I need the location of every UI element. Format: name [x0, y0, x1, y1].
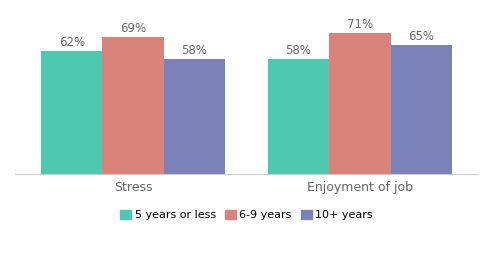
Bar: [103, 37, 164, 174]
Bar: [390, 45, 452, 174]
Text: 65%: 65%: [408, 30, 434, 43]
Bar: [268, 59, 329, 174]
Bar: [164, 59, 225, 174]
Text: 58%: 58%: [181, 44, 208, 57]
Text: 58%: 58%: [285, 44, 312, 57]
Text: 62%: 62%: [59, 36, 85, 49]
Bar: [41, 51, 103, 174]
Text: 71%: 71%: [347, 18, 373, 31]
Legend: 5 years or less, 6-9 years, 10+ years: 5 years or less, 6-9 years, 10+ years: [116, 205, 377, 225]
Text: 69%: 69%: [120, 22, 146, 35]
Bar: [329, 33, 390, 174]
